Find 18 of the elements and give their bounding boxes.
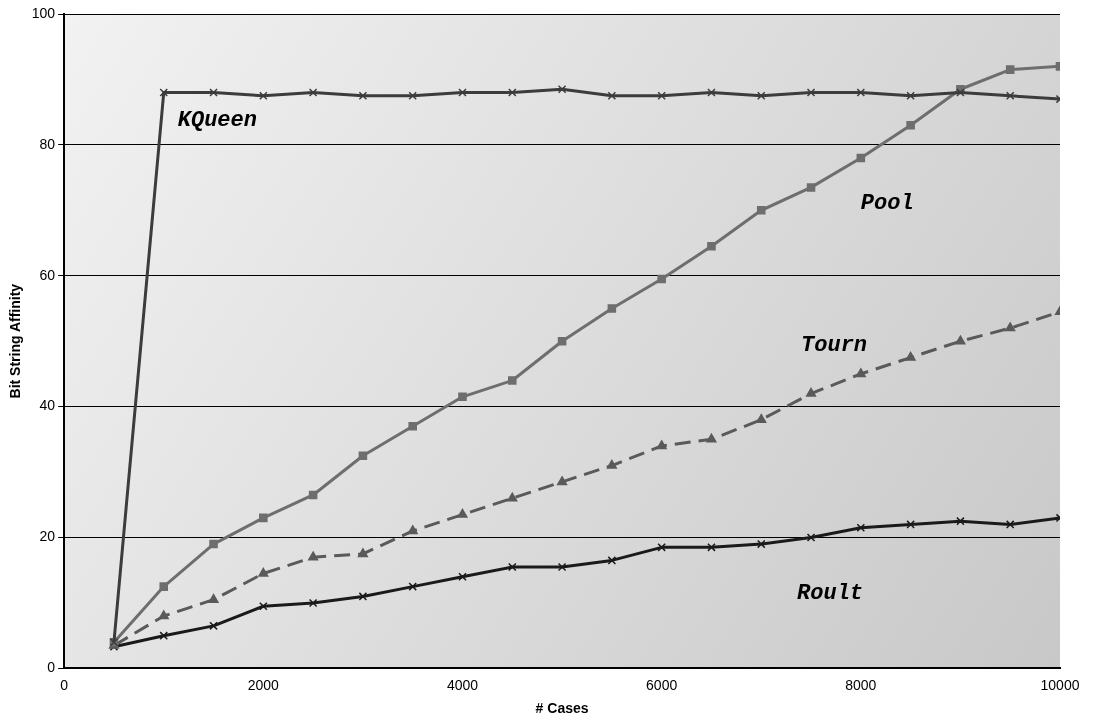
series-label: Pool [860,190,914,216]
y-tick-label: 80 [39,135,56,152]
y-tick-label: 0 [47,659,56,676]
x-tick-label: 10000 [1040,676,1080,693]
x-tick-label: 6000 [646,676,678,693]
series-label: Roult [797,581,864,607]
series-label: KQueen [177,108,257,134]
x-tick-label: 4000 [446,676,479,693]
y-tick-label: 100 [31,4,56,21]
y-tick-label: 60 [39,266,56,283]
y-axis-title: Bit String Affinity [7,283,24,399]
x-tick-label: 0 [60,676,69,693]
x-tick-label: 2000 [247,676,280,693]
y-tick-label: 20 [39,528,56,545]
series-label: Tourn [801,333,868,359]
x-tick-label: 8000 [845,676,877,693]
x-axis-title: # Cases [535,700,589,717]
y-tick-label: 40 [39,397,56,414]
